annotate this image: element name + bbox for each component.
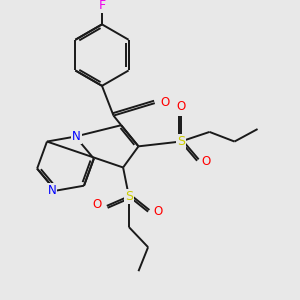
Text: O: O xyxy=(93,198,102,212)
Text: S: S xyxy=(177,135,185,148)
Text: S: S xyxy=(125,190,133,203)
Text: N: N xyxy=(47,184,56,197)
Text: F: F xyxy=(98,0,106,12)
Text: O: O xyxy=(176,100,185,113)
Text: O: O xyxy=(161,96,170,109)
Text: O: O xyxy=(201,155,210,168)
Text: O: O xyxy=(153,205,162,218)
Text: N: N xyxy=(72,130,81,143)
